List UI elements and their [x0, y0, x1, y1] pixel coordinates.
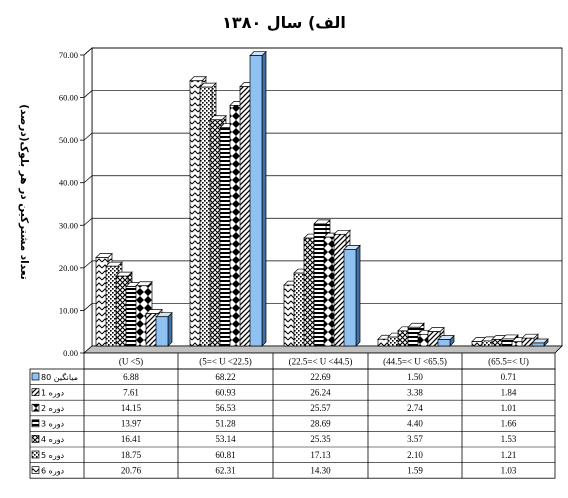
bar-group — [377, 322, 455, 347]
bar — [531, 342, 545, 347]
data-label: 17.13 — [310, 450, 331, 460]
y-axis-label: تعداد مشترکین در هر بلوک(درصد) — [18, 104, 30, 279]
data-label: 16.41 — [121, 434, 141, 444]
legend-label: دوره 3 — [41, 420, 65, 429]
bars — [95, 50, 549, 347]
table-row: دوره 6 20.76 62.31 14.30 1.59 1.03 — [31, 465, 517, 475]
bar-group — [95, 252, 173, 347]
category-label: (22.5=< U <44.5) — [289, 357, 353, 367]
data-label: 2.74 — [407, 403, 423, 413]
gridline-side — [83, 175, 93, 183]
data-label: 25.57 — [310, 403, 331, 413]
data-label: 1.21 — [501, 450, 517, 460]
bar-side — [261, 50, 267, 347]
bar-side — [167, 311, 173, 347]
legend-swatch — [31, 403, 40, 412]
bar — [437, 339, 451, 347]
category-label: (U <5) — [119, 357, 143, 367]
y-tick-label: 30.00 — [59, 220, 78, 230]
y-tick-label: 10.00 — [59, 305, 78, 315]
table-row: میانگین 80 6.88 68.22 22.69 1.50 0.71 — [31, 372, 517, 382]
legend-label: میانگین 80 — [41, 372, 78, 382]
data-label: 53.14 — [215, 434, 236, 444]
data-label: 1.53 — [501, 434, 517, 444]
data-label: 7.61 — [123, 387, 139, 397]
table-row: دوره 5 18.75 60.81 17.13 2.10 1.21 — [31, 450, 517, 460]
legend-swatch — [31, 466, 40, 474]
data-label: 1.01 — [501, 403, 517, 413]
data-table: (U <5) (5=< U <22.5) (22.5=< U <44.5) (44.5… — [29, 352, 556, 479]
y-tick-label: 50.00 — [59, 135, 78, 145]
legend-label: دوره 4 — [41, 435, 65, 444]
y-tick-label: 40.00 — [59, 178, 78, 188]
gridline-side — [83, 47, 93, 56]
category-label: (44.5=< U <65.5) — [383, 357, 447, 367]
data-label: 3.57 — [407, 434, 423, 444]
bar-group — [189, 50, 267, 347]
data-label: 1.50 — [407, 372, 423, 382]
legend-swatch — [31, 388, 40, 396]
gridline-side — [83, 303, 93, 311]
data-label: 60.81 — [215, 450, 235, 460]
data-label: 2.10 — [407, 450, 423, 460]
data-label: 62.31 — [215, 465, 235, 475]
bar — [343, 249, 357, 347]
legend-swatch — [31, 419, 40, 428]
legend-label: دوره 5 — [41, 451, 65, 460]
data-label: 1.03 — [501, 465, 517, 475]
data-label: 1.59 — [407, 465, 423, 475]
data-label: 51.28 — [215, 419, 236, 429]
data-label: 60.93 — [215, 387, 236, 397]
legend-swatch — [31, 435, 40, 443]
legend-swatch — [31, 372, 40, 381]
chart-floor — [82, 345, 563, 354]
table-row: دوره 4 16.41 53.14 25.35 3.57 1.53 — [31, 434, 517, 444]
category-label: (65.5=< U) — [488, 357, 529, 367]
data-label: 22.69 — [310, 372, 331, 382]
y-axis: 0.00 10.00 20.00 30.00 40.00 50.00 60.00 70.00 — [59, 50, 84, 358]
data-label: 20.76 — [121, 465, 142, 475]
data-label: 56.53 — [215, 403, 236, 413]
table-row: دوره 3 13.97 51.28 28.69 4.40 1.66 — [31, 419, 517, 429]
category-label: (5=< U <22.5) — [199, 357, 251, 367]
data-label: 3.38 — [407, 387, 423, 397]
data-label: 13.97 — [121, 419, 142, 429]
legend-label: دوره 6 — [41, 466, 65, 475]
data-label: 1.84 — [501, 387, 517, 397]
y-tick-label: 20.00 — [59, 263, 78, 273]
data-label: 6.88 — [123, 372, 139, 382]
data-label: 0.71 — [501, 372, 517, 382]
gridline-side — [83, 260, 93, 269]
bar — [249, 55, 263, 347]
data-label: 4.40 — [407, 419, 423, 429]
bar-side — [355, 244, 361, 347]
data-label: 25.35 — [310, 434, 331, 444]
gridline-side — [83, 132, 93, 141]
gridline-side — [83, 90, 93, 98]
legend-label: دوره 2 — [41, 404, 65, 413]
data-label: 28.69 — [310, 419, 331, 429]
y-tick-label: 60.00 — [59, 93, 78, 103]
y-tick-label: 70.00 — [59, 50, 78, 60]
data-label: 14.30 — [310, 465, 331, 475]
data-label: 18.75 — [121, 450, 142, 460]
y-tick-label: 0.00 — [63, 348, 78, 358]
bar-group — [471, 333, 549, 347]
bar — [155, 316, 169, 347]
table-row: دوره 2 14.15 56.53 25.57 2.74 1.01 — [31, 403, 517, 413]
table-row: دوره 1 7.61 60.93 26.24 3.38 1.84 — [31, 387, 517, 397]
data-label: 68.22 — [215, 372, 235, 382]
bar-group — [283, 219, 361, 347]
legend-swatch — [31, 450, 40, 459]
data-label: 26.24 — [310, 387, 331, 397]
legend-label: دوره 1 — [41, 388, 65, 397]
gridline-side — [83, 218, 93, 226]
table-body — [29, 368, 556, 479]
data-label: 14.15 — [121, 403, 142, 413]
data-label: 1.66 — [501, 419, 517, 429]
chart-title: الف) سال ۱۳۸۰ — [222, 13, 346, 32]
